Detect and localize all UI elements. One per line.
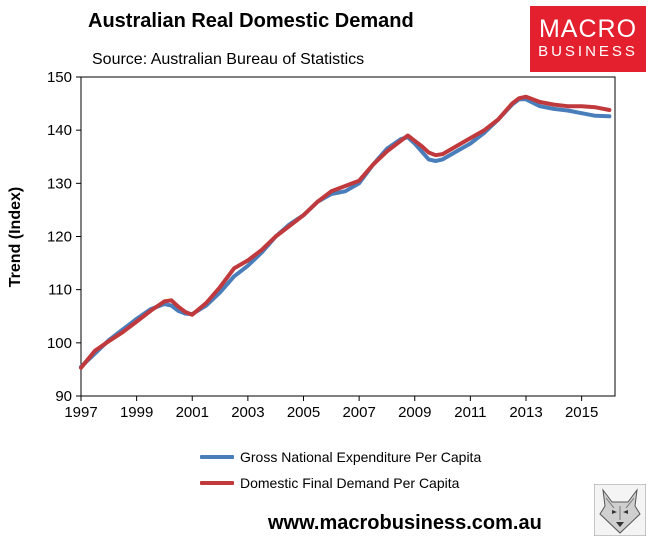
logo-line-business: BUSINESS	[538, 43, 638, 60]
chart-subtitle: Source: Australian Bureau of Statistics	[92, 51, 365, 68]
y-axis: 90 100 110 120 130 140 150	[47, 69, 81, 405]
logo-line-macro: MACRO	[538, 15, 638, 43]
x-tick-label: 1999	[120, 404, 153, 421]
chart-legend: Gross National Expenditure Per Capita Do…	[200, 444, 481, 496]
legend-label-dfd: Domestic Final Demand Per Capita	[240, 475, 460, 491]
macrobusiness-logo: MACRO BUSINESS	[530, 6, 646, 72]
x-tick-label: 2003	[231, 404, 264, 421]
legend-swatch-gne	[200, 455, 234, 459]
website-url: www.macrobusiness.com.au	[268, 512, 542, 534]
y-tick-label: 120	[47, 229, 72, 246]
legend-swatch-dfd	[200, 481, 234, 485]
y-tick-label: 90	[55, 388, 72, 405]
series-line-dfd	[79, 94, 612, 370]
x-tick-label: 2007	[342, 404, 375, 421]
y-tick-label: 150	[47, 69, 72, 86]
y-tick-label: 110	[48, 282, 72, 299]
x-tick-label: 2011	[454, 404, 486, 421]
series-line-gne	[79, 97, 612, 369]
plot-area	[80, 76, 616, 397]
x-tick-label: 1997	[64, 404, 97, 421]
x-tick-label: 2001	[176, 404, 209, 421]
plot-border	[80, 76, 616, 397]
x-tick-label: 2015	[565, 404, 598, 421]
y-tick-label: 130	[47, 175, 72, 192]
legend-label-gne: Gross National Expenditure Per Capita	[240, 449, 482, 465]
x-tick-label: 2005	[287, 404, 320, 421]
chart-title: Australian Real Domestic Demand	[88, 10, 414, 32]
series-layer	[79, 94, 612, 370]
x-tick-label: 2009	[398, 404, 431, 421]
legend-item-gne: Gross National Expenditure Per Capita	[200, 444, 481, 470]
y-tick-label: 140	[47, 122, 72, 139]
y-axis-label: Trend (Index)	[7, 187, 24, 287]
y-tick-label: 100	[47, 335, 72, 352]
legend-item-dfd: Domestic Final Demand Per Capita	[200, 470, 481, 496]
x-axis: 1997 1999 2001 2003 2005 2007 2009 2011 2013 2015	[64, 396, 598, 421]
wolf-logo-icon	[594, 484, 646, 536]
x-tick-label: 2013	[509, 404, 542, 421]
